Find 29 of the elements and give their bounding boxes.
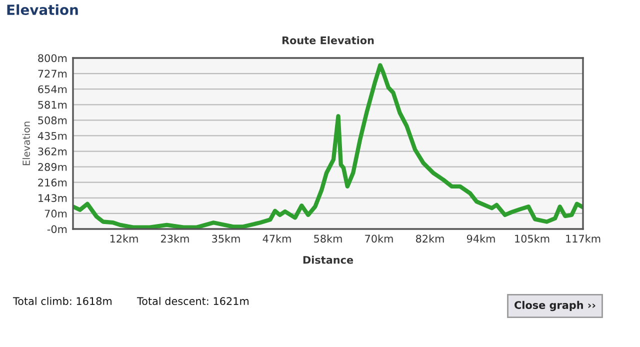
x-tick-label: 82km (416, 234, 444, 243)
x-tick-label: 94km (466, 234, 495, 243)
y-tick-label: 143m (38, 194, 67, 202)
y-tick-label: 70m (44, 210, 67, 218)
y-tick-label: -0m (47, 225, 67, 234)
text: Close graph ›› (514, 300, 596, 312)
y-tick-label: 654m (38, 85, 67, 94)
y-tick-label: 289m (38, 163, 67, 171)
x-tick-label: 58km (314, 234, 342, 243)
y-tick-label: 435m (38, 132, 67, 140)
text: Elevation (7, 4, 78, 16)
y-tick-label: 362m (38, 148, 67, 156)
x-tick-label: 117km (566, 234, 600, 242)
x-tick-label: 35km (212, 234, 240, 243)
x-tick-label: 70km (365, 234, 393, 243)
text: Total descent: 1621m (136, 296, 248, 306)
y-tick-label: 581m (38, 100, 67, 109)
x-tick-label: 105km (515, 234, 550, 243)
y-tick-label: 508m (38, 116, 67, 124)
x-axis-title: Distance (303, 256, 354, 264)
y-tick-label: 727m (38, 70, 67, 78)
x-tick-label: 47km (262, 234, 291, 242)
y-tick-label: 800m (38, 54, 67, 62)
x-tick-label: 23km (161, 234, 189, 243)
y-tick-label: 216m (38, 178, 67, 186)
y-axis-title: Elevation (22, 122, 30, 166)
text: Total climb: 1618m (12, 296, 112, 306)
chart-title: Route Elevation (282, 36, 374, 44)
x-tick-label: 12km (110, 234, 138, 242)
